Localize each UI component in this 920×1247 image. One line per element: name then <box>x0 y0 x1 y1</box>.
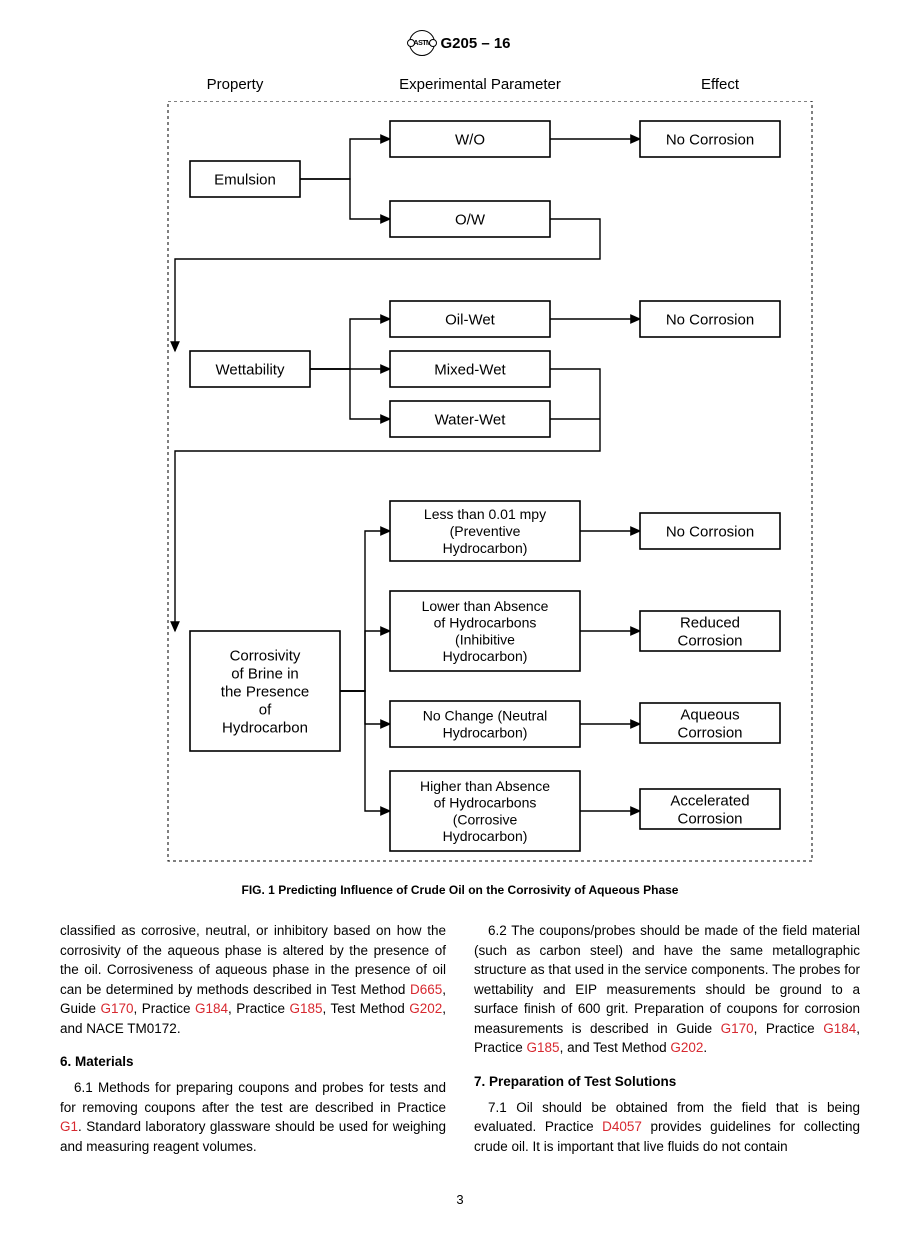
flow-node-label: No Corrosion <box>666 311 754 328</box>
col-header-parameter: Experimental Parameter <box>340 76 620 93</box>
flow-node-label: Higher than Absence <box>420 778 550 794</box>
link-g185[interactable]: G185 <box>289 1001 322 1016</box>
col-header-property: Property <box>60 76 340 93</box>
col-header-effect: Effect <box>620 76 820 93</box>
flow-connector <box>300 139 390 179</box>
flow-node-label: the Presence <box>221 683 309 700</box>
para-6-2: 6.2 The coupons/probes should be made of… <box>474 921 860 1058</box>
left-column: classified as corrosive, neutral, or inh… <box>60 921 446 1162</box>
flow-connector <box>340 631 390 691</box>
flow-node-label: Hydrocarbon) <box>443 828 528 844</box>
para-7-1: 7.1 Oil should be obtained from the fiel… <box>474 1098 860 1157</box>
flow-node-label: Wettability <box>216 361 285 378</box>
link-g184[interactable]: G184 <box>195 1001 228 1016</box>
flow-node-label: Mixed-Wet <box>434 361 506 378</box>
astm-logo-icon: ASTM <box>409 30 435 56</box>
standard-designation: G205 – 16 <box>440 35 510 52</box>
flow-node-label: Aqueous <box>680 706 739 723</box>
figure-caption: FIG. 1 Predicting Influence of Crude Oil… <box>60 883 860 897</box>
flow-node-label: Corrosion <box>677 724 742 741</box>
flow-node-label: No Corrosion <box>666 523 754 540</box>
link-g185-b[interactable]: G185 <box>527 1040 560 1055</box>
link-g202-b[interactable]: G202 <box>670 1040 703 1055</box>
flow-node-label: of Hydrocarbons <box>434 615 537 631</box>
flow-connector <box>310 369 390 419</box>
flow-node-label: No Change (Neutral <box>423 708 548 724</box>
link-d4057[interactable]: D4057 <box>602 1119 642 1134</box>
page: ASTM G205 – 16 Property Experimental Par… <box>0 0 920 1247</box>
flow-node-label: Hydrocarbon) <box>443 648 528 664</box>
flow-node-label: Oil-Wet <box>445 311 496 328</box>
flow-node-label: No Corrosion <box>666 131 754 148</box>
page-number: 3 <box>60 1192 860 1207</box>
flow-node-label: of <box>259 701 272 718</box>
section-6-heading: 6. Materials <box>60 1052 446 1072</box>
right-column: 6.2 The coupons/probes should be made of… <box>474 921 860 1162</box>
flow-node-label: Corrosion <box>677 632 742 649</box>
para-classification: classified as corrosive, neutral, or inh… <box>60 921 446 1038</box>
body-columns: classified as corrosive, neutral, or inh… <box>60 921 860 1162</box>
para-6-1: 6.1 Methods for preparing coupons and pr… <box>60 1078 446 1156</box>
flow-node-label: of Hydrocarbons <box>434 795 537 811</box>
flow-node-label: (Inhibitive <box>455 631 515 647</box>
flow-node-label: of Brine in <box>231 665 299 682</box>
link-g1[interactable]: G1 <box>60 1119 78 1134</box>
link-g170[interactable]: G170 <box>101 1001 134 1016</box>
flowchart-svg: Emulsion W/O O/W No Corrosion Wettability Oil… <box>100 101 820 871</box>
flow-node-label: Less than 0.01 mpy <box>424 506 546 522</box>
flow-node-label: (Corrosive <box>453 811 518 827</box>
flow-node-label: Hydrocarbon <box>222 719 308 736</box>
flowchart: Property Experimental Parameter Effect E… <box>60 76 860 871</box>
flow-node-label: W/O <box>455 131 485 148</box>
link-g202[interactable]: G202 <box>409 1001 442 1016</box>
flow-connector <box>310 319 390 369</box>
flow-node-label: Water-Wet <box>435 411 507 428</box>
flow-node-label: Accelerated <box>670 792 749 809</box>
flow-node-label: Corrosivity <box>230 647 301 664</box>
flow-node-label: O/W <box>455 211 486 228</box>
flow-connector <box>300 179 390 219</box>
flow-node-label: Reduced <box>680 614 740 631</box>
flowchart-column-headers: Property Experimental Parameter Effect <box>60 76 860 93</box>
flow-connector <box>340 691 390 811</box>
link-g170-b[interactable]: G170 <box>721 1021 754 1036</box>
flow-node-label: (Preventive <box>450 523 521 539</box>
link-d665[interactable]: D665 <box>410 982 442 997</box>
flow-node-label: Corrosion <box>677 810 742 827</box>
flow-node-label: Lower than Absence <box>422 598 549 614</box>
flow-node-label: Hydrocarbon) <box>443 724 528 740</box>
document-header: ASTM G205 – 16 <box>60 30 860 56</box>
flow-node-label: Emulsion <box>214 171 276 188</box>
section-7-heading: 7. Preparation of Test Solutions <box>474 1072 860 1092</box>
flow-node-label: Hydrocarbon) <box>443 540 528 556</box>
link-g184-b[interactable]: G184 <box>823 1021 856 1036</box>
